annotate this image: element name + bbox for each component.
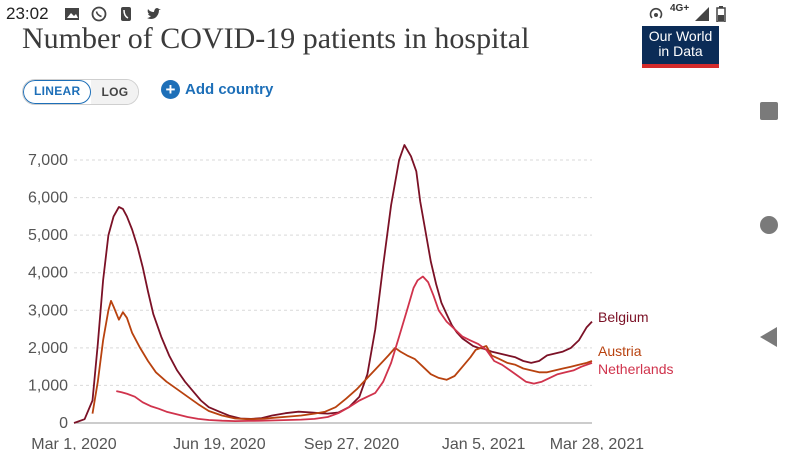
y-tick-label: 0: [59, 415, 68, 432]
legend-label-belgium: Belgium: [598, 309, 649, 325]
x-tick-label: Mar 1, 2020: [31, 436, 116, 450]
recents-icon[interactable]: [760, 102, 778, 120]
x-tick-label: Mar 28, 2021: [550, 436, 644, 450]
whatsapp-icon: [91, 6, 107, 22]
add-country-label: Add country: [185, 81, 274, 98]
add-country-button[interactable]: + Add country: [161, 80, 273, 99]
y-tick-label: 4,000: [28, 265, 68, 282]
phone-icon: [121, 7, 131, 21]
logo-line-2: in Data: [658, 43, 703, 59]
legend-label-netherlands: Netherlands: [598, 361, 674, 377]
series-line-austria: [91, 300, 593, 421]
y-tick-label: 5,000: [28, 227, 68, 244]
series-line-belgium: [73, 144, 593, 424]
logo-line-1: Our World: [648, 28, 713, 44]
back-icon[interactable]: [760, 327, 777, 347]
log-button[interactable]: LOG: [91, 80, 139, 104]
plus-icon: +: [161, 80, 180, 99]
y-tick-label: 7,000: [28, 152, 68, 169]
x-tick-label: Jan 5, 2021: [442, 436, 526, 450]
battery-icon: [716, 6, 726, 22]
hotspot-icon: [649, 7, 663, 19]
status-time: 23:02: [6, 4, 49, 23]
owid-logo[interactable]: Our World in Data: [642, 26, 719, 68]
y-tick-label: 2,000: [28, 340, 68, 357]
x-tick-label: Sep 27, 2020: [304, 436, 399, 450]
y-tick-label: 1,000: [28, 377, 68, 394]
x-tick-label: Jun 19, 2020: [173, 436, 266, 450]
image-icon: [65, 8, 79, 20]
hospital-patients-chart: 0 1,000 2,000 3,000 4,000 5,000 6,000 7,000 Mar …: [28, 144, 674, 450]
signal-icon: [695, 7, 709, 21]
network-type: 4G+: [670, 3, 690, 14]
home-icon[interactable]: [760, 216, 778, 234]
scale-toggle: LINEAR LOG: [22, 79, 140, 105]
y-tick-label: 6,000: [28, 190, 68, 207]
series-line-netherlands: [116, 275, 593, 422]
legend-label-austria: Austria: [598, 343, 642, 359]
y-tick-label: 3,000: [28, 302, 68, 319]
page-title: Number of COVID-19 patients in hospital: [22, 22, 530, 55]
status-bar: 23:02 4G+: [0, 0, 740, 30]
linear-button[interactable]: LINEAR: [23, 80, 92, 104]
twitter-icon: [147, 8, 161, 19]
